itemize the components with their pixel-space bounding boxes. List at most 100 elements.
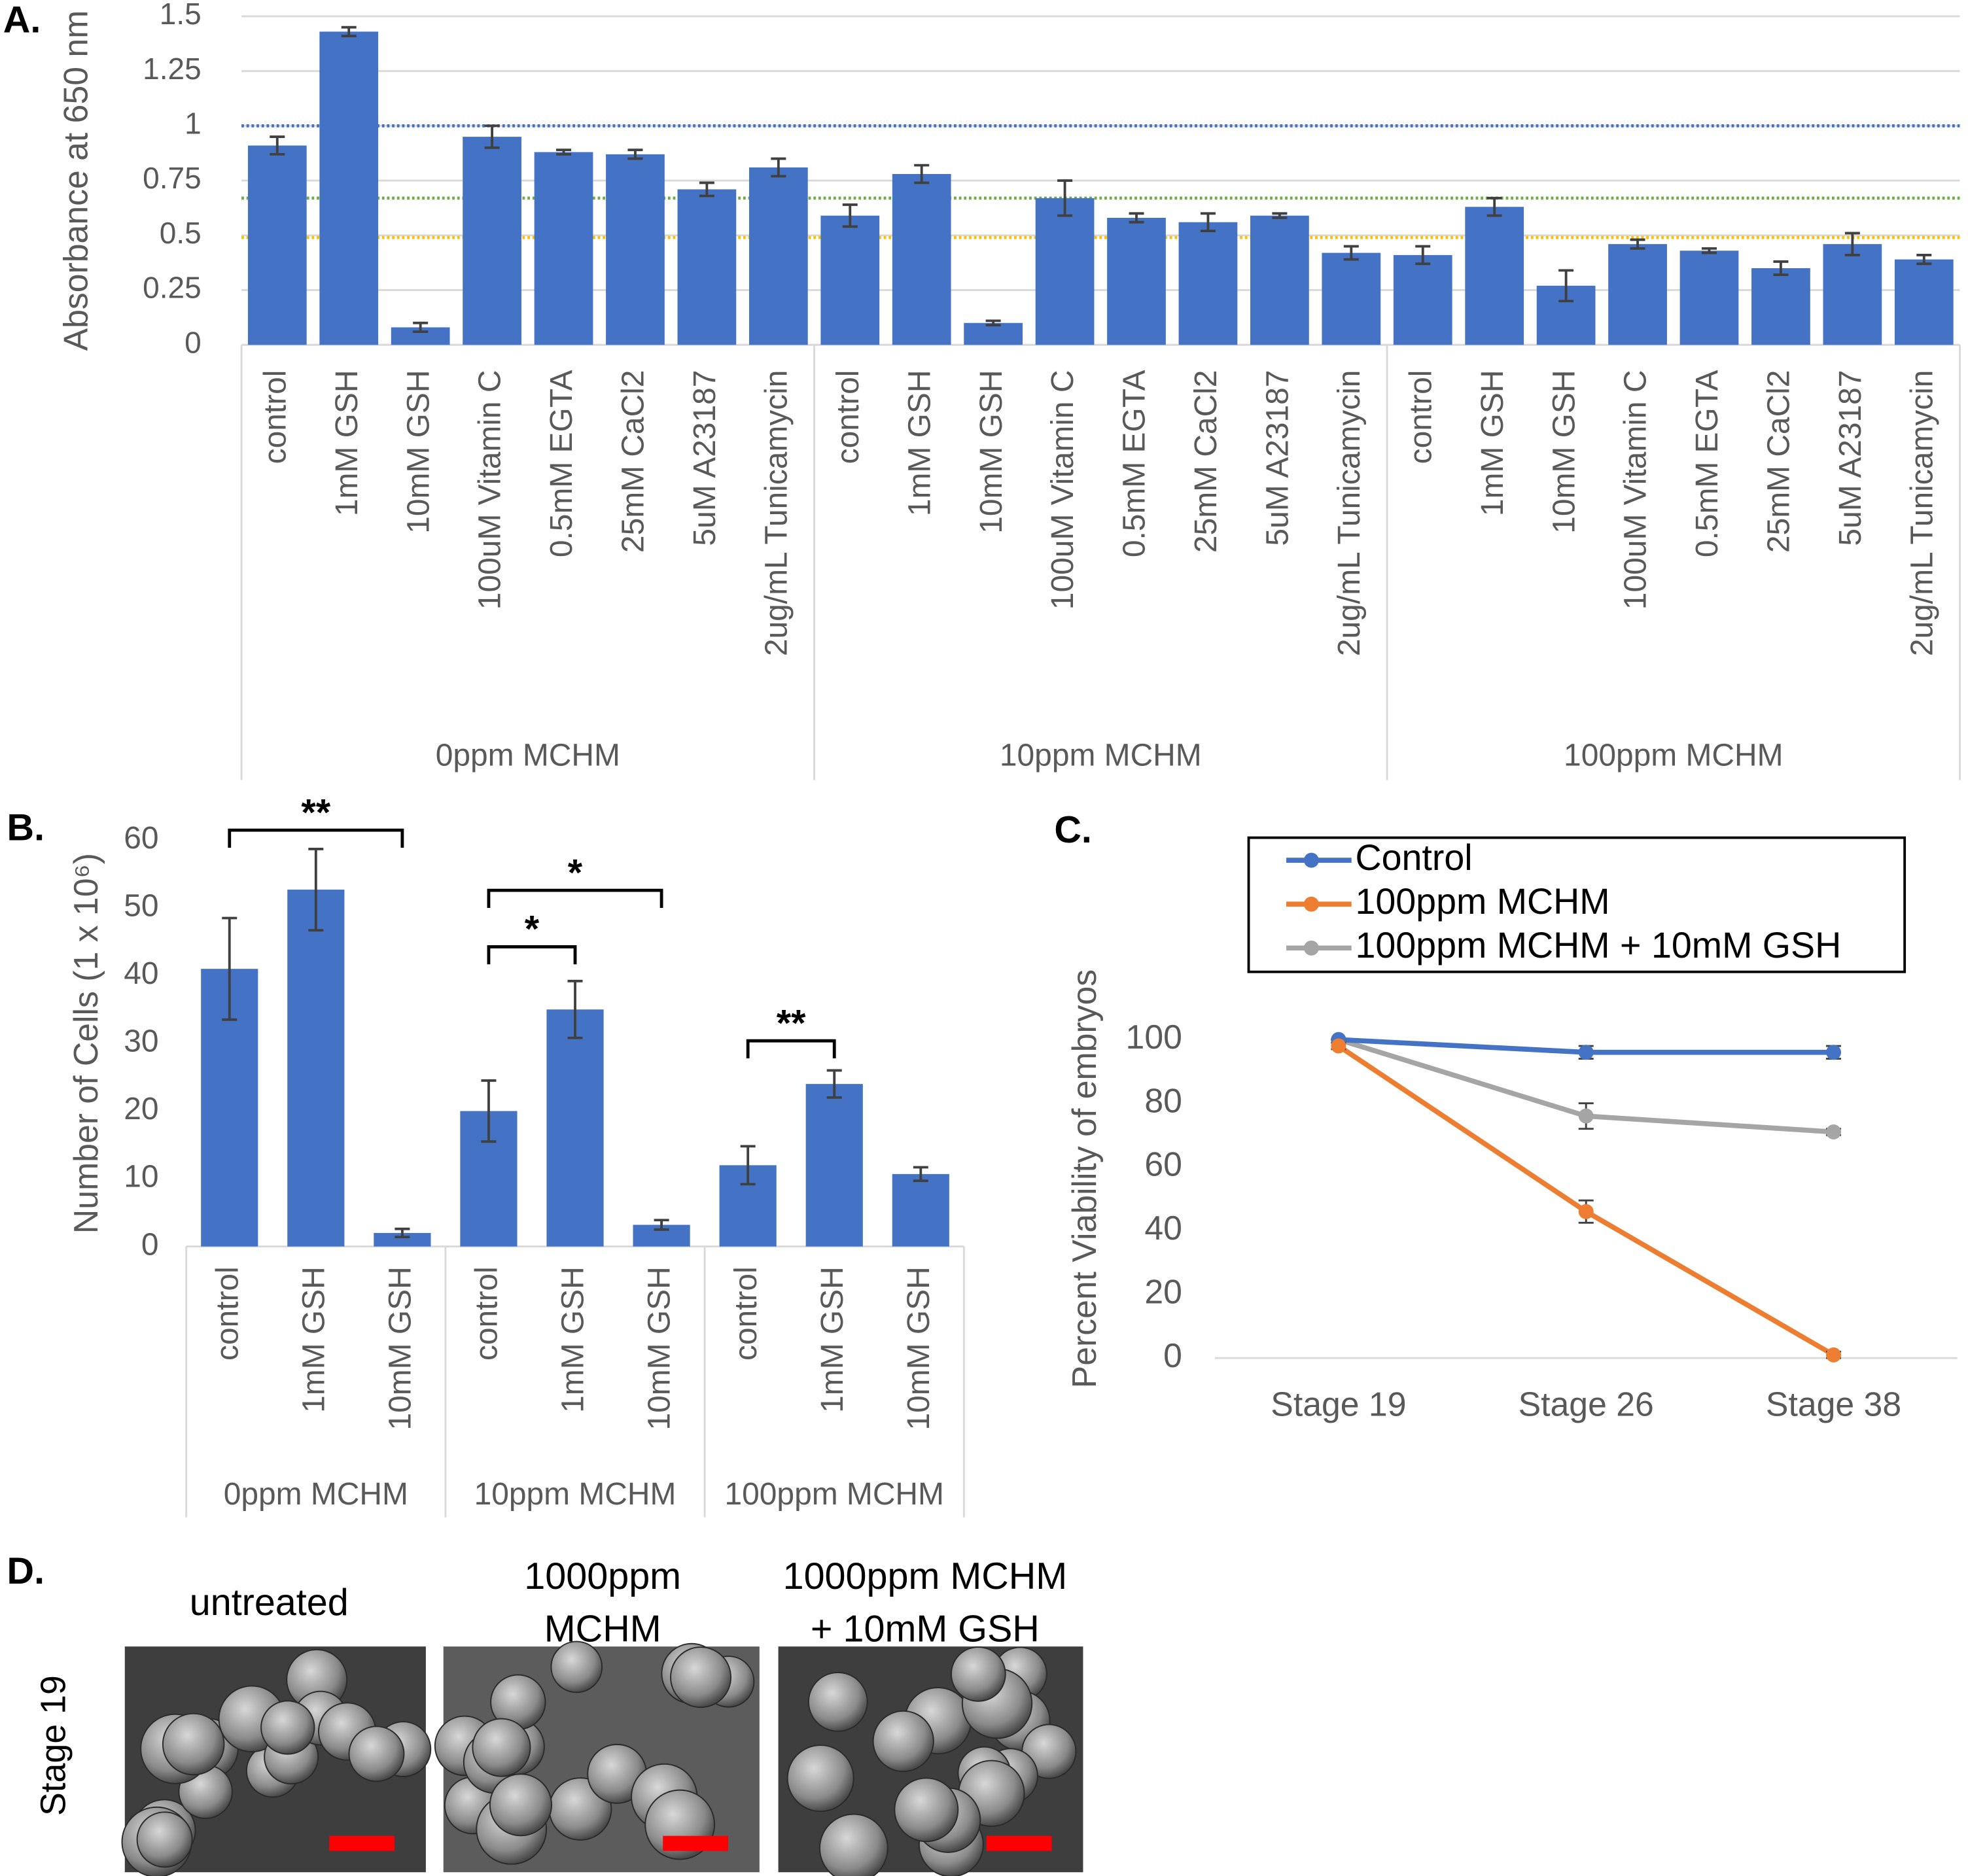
significance-bracket: [487, 945, 577, 965]
error-bar: [1415, 245, 1431, 266]
error-bar: [484, 124, 500, 149]
group-label: 0ppm MCHM: [224, 1477, 408, 1512]
error-bar: [1057, 179, 1073, 217]
column-label: 1000ppm MCHM: [783, 1555, 1068, 1597]
legend-label: 100ppm MCHM + 10mM GSH: [1355, 925, 1841, 965]
scale-bar: [329, 1835, 395, 1851]
legend-box: [1247, 836, 1906, 973]
y-tick-label: 1.5: [160, 0, 202, 31]
embryo: [550, 1641, 603, 1694]
error-bar: [1844, 232, 1860, 256]
bar: [287, 890, 345, 1247]
error-bar: [270, 135, 285, 156]
x-tick-label: 10mM GSH: [974, 370, 1009, 534]
y-tick-label: 0.75: [143, 161, 202, 195]
bar: [247, 145, 307, 345]
x-tick-label: 100uM Vitamin C: [473, 370, 508, 610]
bar: [606, 154, 665, 345]
x-tick-label: 10mM GSH: [902, 1266, 936, 1430]
significance-label: **: [777, 1002, 806, 1044]
x-tick-label: 100uM Vitamin C: [1619, 370, 1653, 610]
error-bar: [222, 916, 237, 1021]
x-tick-label: 1mM GSH: [815, 1266, 850, 1413]
bar: [1823, 244, 1882, 345]
bar: [1465, 207, 1524, 345]
y-tick-label: 20: [1144, 1273, 1182, 1311]
x-tick-label: control: [470, 1266, 504, 1361]
significance-label: **: [301, 791, 330, 833]
panel-label: B.: [7, 807, 45, 848]
legend-marker: [1303, 896, 1319, 912]
column-label: MCHM: [544, 1608, 661, 1650]
error-bar: [1129, 212, 1144, 224]
bar: [1107, 217, 1166, 345]
error-bar: [627, 148, 643, 160]
x-tick-label: 1mM GSH: [330, 370, 364, 517]
x-tick-label: 10mM GSH: [642, 1266, 677, 1430]
error-bar: [1773, 260, 1789, 276]
x-tick-label: 5uM A23187: [1833, 370, 1868, 546]
group-label: 10ppm MCHM: [1000, 738, 1202, 773]
y-tick-label: 100: [1126, 1018, 1182, 1056]
bar: [892, 174, 951, 345]
x-tick-label: control: [210, 1266, 245, 1361]
embryo: [670, 1646, 732, 1709]
panel-label: D.: [7, 1550, 45, 1592]
y-tick-label: 40: [1144, 1209, 1182, 1247]
x-tick-label: 0.5mM EGTA: [544, 370, 579, 558]
point: [1331, 1038, 1346, 1054]
y-tick-label: 60: [1144, 1145, 1182, 1183]
x-tick-label: control: [1403, 370, 1438, 464]
x-tick-label: 5uM A23187: [1261, 370, 1295, 546]
error-bar: [341, 26, 357, 37]
bar: [1250, 215, 1309, 345]
group-label: 100ppm MCHM: [1564, 738, 1783, 773]
error-bar: [654, 1219, 669, 1231]
point: [1578, 1045, 1594, 1060]
column-label: untreated: [190, 1582, 349, 1624]
bar: [748, 167, 808, 345]
error-bar: [1916, 253, 1932, 266]
error-bar: [826, 1069, 842, 1099]
bar: [319, 31, 379, 345]
point: [1826, 1124, 1842, 1140]
y-tick-label: 10: [124, 1160, 158, 1194]
embryo: [260, 1700, 315, 1755]
bar: [820, 215, 880, 345]
embryo: [489, 1773, 552, 1837]
x-tick-label: 2ug/mL Tunicamycin: [1905, 370, 1939, 657]
x-tick-label: 1mM GSH: [902, 370, 937, 517]
embryo: [162, 1712, 225, 1776]
point: [1826, 1045, 1842, 1060]
y-tick-label: 30: [124, 1024, 158, 1059]
significance-bracket: [228, 828, 404, 848]
error-bar: [1200, 212, 1216, 232]
y-tick-label: 0.5: [160, 216, 202, 250]
bar: [546, 1009, 604, 1247]
embryo: [894, 1777, 959, 1843]
error-bar: [913, 1166, 928, 1183]
y-tick-label: 0.25: [143, 271, 202, 305]
embryo: [136, 1811, 193, 1868]
y-tick-label: 60: [124, 821, 158, 856]
bar: [1608, 244, 1667, 345]
error-bar: [567, 979, 583, 1039]
error-bar: [771, 157, 786, 178]
bar: [1894, 259, 1954, 345]
error-bar: [1486, 196, 1502, 217]
legend-label: 100ppm MCHM: [1355, 881, 1609, 922]
x-tick-label: 1mM GSH: [556, 1266, 591, 1413]
bar: [1751, 268, 1810, 345]
error-bar: [985, 319, 1001, 326]
embryo: [872, 1710, 934, 1773]
y-axis-title: Percent Viability of embryos: [1065, 969, 1103, 1388]
bar: [534, 152, 593, 345]
x-tick-label: 25mM CaCl2: [1189, 370, 1223, 553]
significance-label: *: [525, 909, 540, 950]
panel-label: C.: [1054, 809, 1092, 851]
error-bar: [699, 181, 714, 198]
x-tick-label: 2ug/mL Tunicamycin: [1332, 370, 1367, 657]
x-tick-label: 2ug/mL Tunicamycin: [759, 370, 794, 657]
error-bar: [1701, 247, 1717, 254]
